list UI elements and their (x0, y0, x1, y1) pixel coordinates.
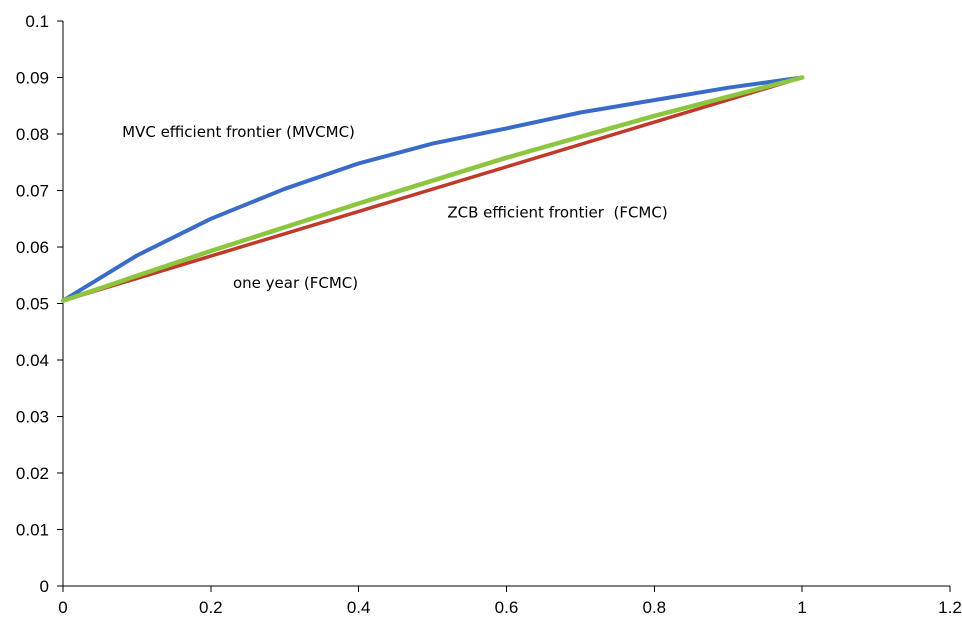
y-tick-label: 0.05 (16, 295, 49, 314)
y-tick-label: 0.03 (16, 408, 49, 427)
y-axis-ticks: 0 0.01 0.02 0.03 0.04 0.05 0.06 0.07 0.08 0.09 0.1 (16, 12, 63, 596)
x-tick-label: 0.4 (347, 598, 371, 617)
y-tick-label: 0.04 (16, 351, 49, 370)
y-tick-label: 0.1 (25, 12, 49, 31)
y-tick-label: 0.08 (16, 125, 49, 144)
x-tick-label: 1 (797, 598, 806, 617)
annotation-mvc-frontier: MVC efficient frontier (MVCMC) (122, 123, 355, 141)
x-tick-label: 0 (58, 598, 67, 617)
x-tick-label: 1.2 (938, 598, 962, 617)
y-tick-label: 0.06 (16, 238, 49, 257)
annotation-zcb-frontier: ZCB efficient frontier (FCMC) (447, 204, 667, 222)
y-tick-label: 0.09 (16, 69, 49, 88)
x-tick-label: 0.6 (495, 598, 519, 617)
y-tick-label: 0 (40, 577, 49, 596)
series-line-mvc-frontier (61, 75, 805, 303)
y-tick-label: 0.02 (16, 464, 49, 483)
x-axis-ticks: 0 0.2 0.4 0.6 0.8 1 1.2 (58, 586, 962, 617)
annotation-one-year: one year (FCMC) (233, 274, 358, 292)
series-line-zcb-frontier (61, 75, 804, 303)
y-tick-label: 0.07 (16, 182, 49, 201)
x-tick-label: 0.2 (199, 598, 223, 617)
annotations: MVC efficient frontier (MVCMC) ZCB effici… (122, 123, 668, 292)
y-tick-label: 0.01 (16, 521, 49, 540)
series-line-one-year (60, 75, 805, 303)
series-lines (60, 75, 805, 303)
x-tick-label: 0.8 (643, 598, 667, 617)
